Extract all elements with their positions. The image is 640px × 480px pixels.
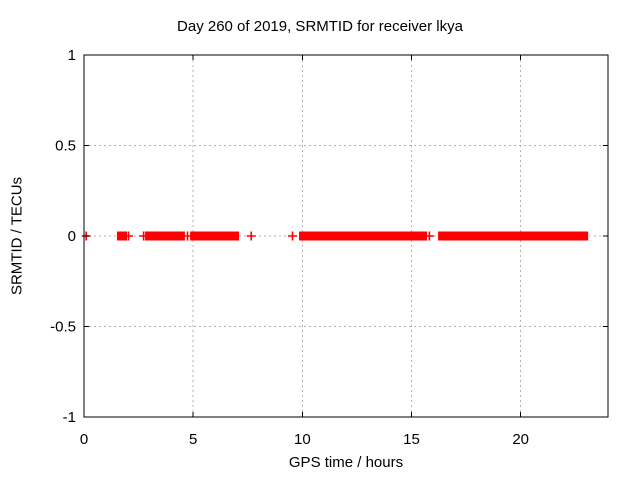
data-segment (438, 231, 453, 241)
data-segment (418, 231, 428, 241)
data-segment (145, 231, 185, 241)
data-segment (116, 231, 128, 241)
data-point-marker (182, 231, 192, 241)
data-point-marker (424, 231, 434, 241)
x-tick-label: 0 (80, 431, 88, 448)
chart-title: Day 260 of 2019, SRMTID for receiver lky… (177, 18, 463, 35)
x-tick-label: 20 (512, 431, 529, 448)
y-tick-label: 0.5 (55, 138, 76, 155)
data-point-marker (124, 231, 134, 241)
data-segment (299, 231, 421, 241)
x-tick-label: 15 (403, 431, 420, 448)
y-tick-label: 0 (68, 228, 76, 245)
data-point-marker (139, 231, 149, 241)
x-tick-label: 10 (294, 431, 311, 448)
data-point-marker (246, 231, 256, 241)
y-tick-label: -0.5 (50, 319, 76, 336)
x-tick-label: 5 (189, 431, 197, 448)
data-point-marker (288, 231, 298, 241)
y-tick-label: -1 (63, 409, 76, 426)
x-axis-label: GPS time / hours (288, 454, 404, 471)
y-tick-label: 1 (68, 47, 76, 64)
data-segment (450, 231, 589, 241)
data-segment (190, 231, 209, 241)
data-segment (207, 231, 240, 241)
